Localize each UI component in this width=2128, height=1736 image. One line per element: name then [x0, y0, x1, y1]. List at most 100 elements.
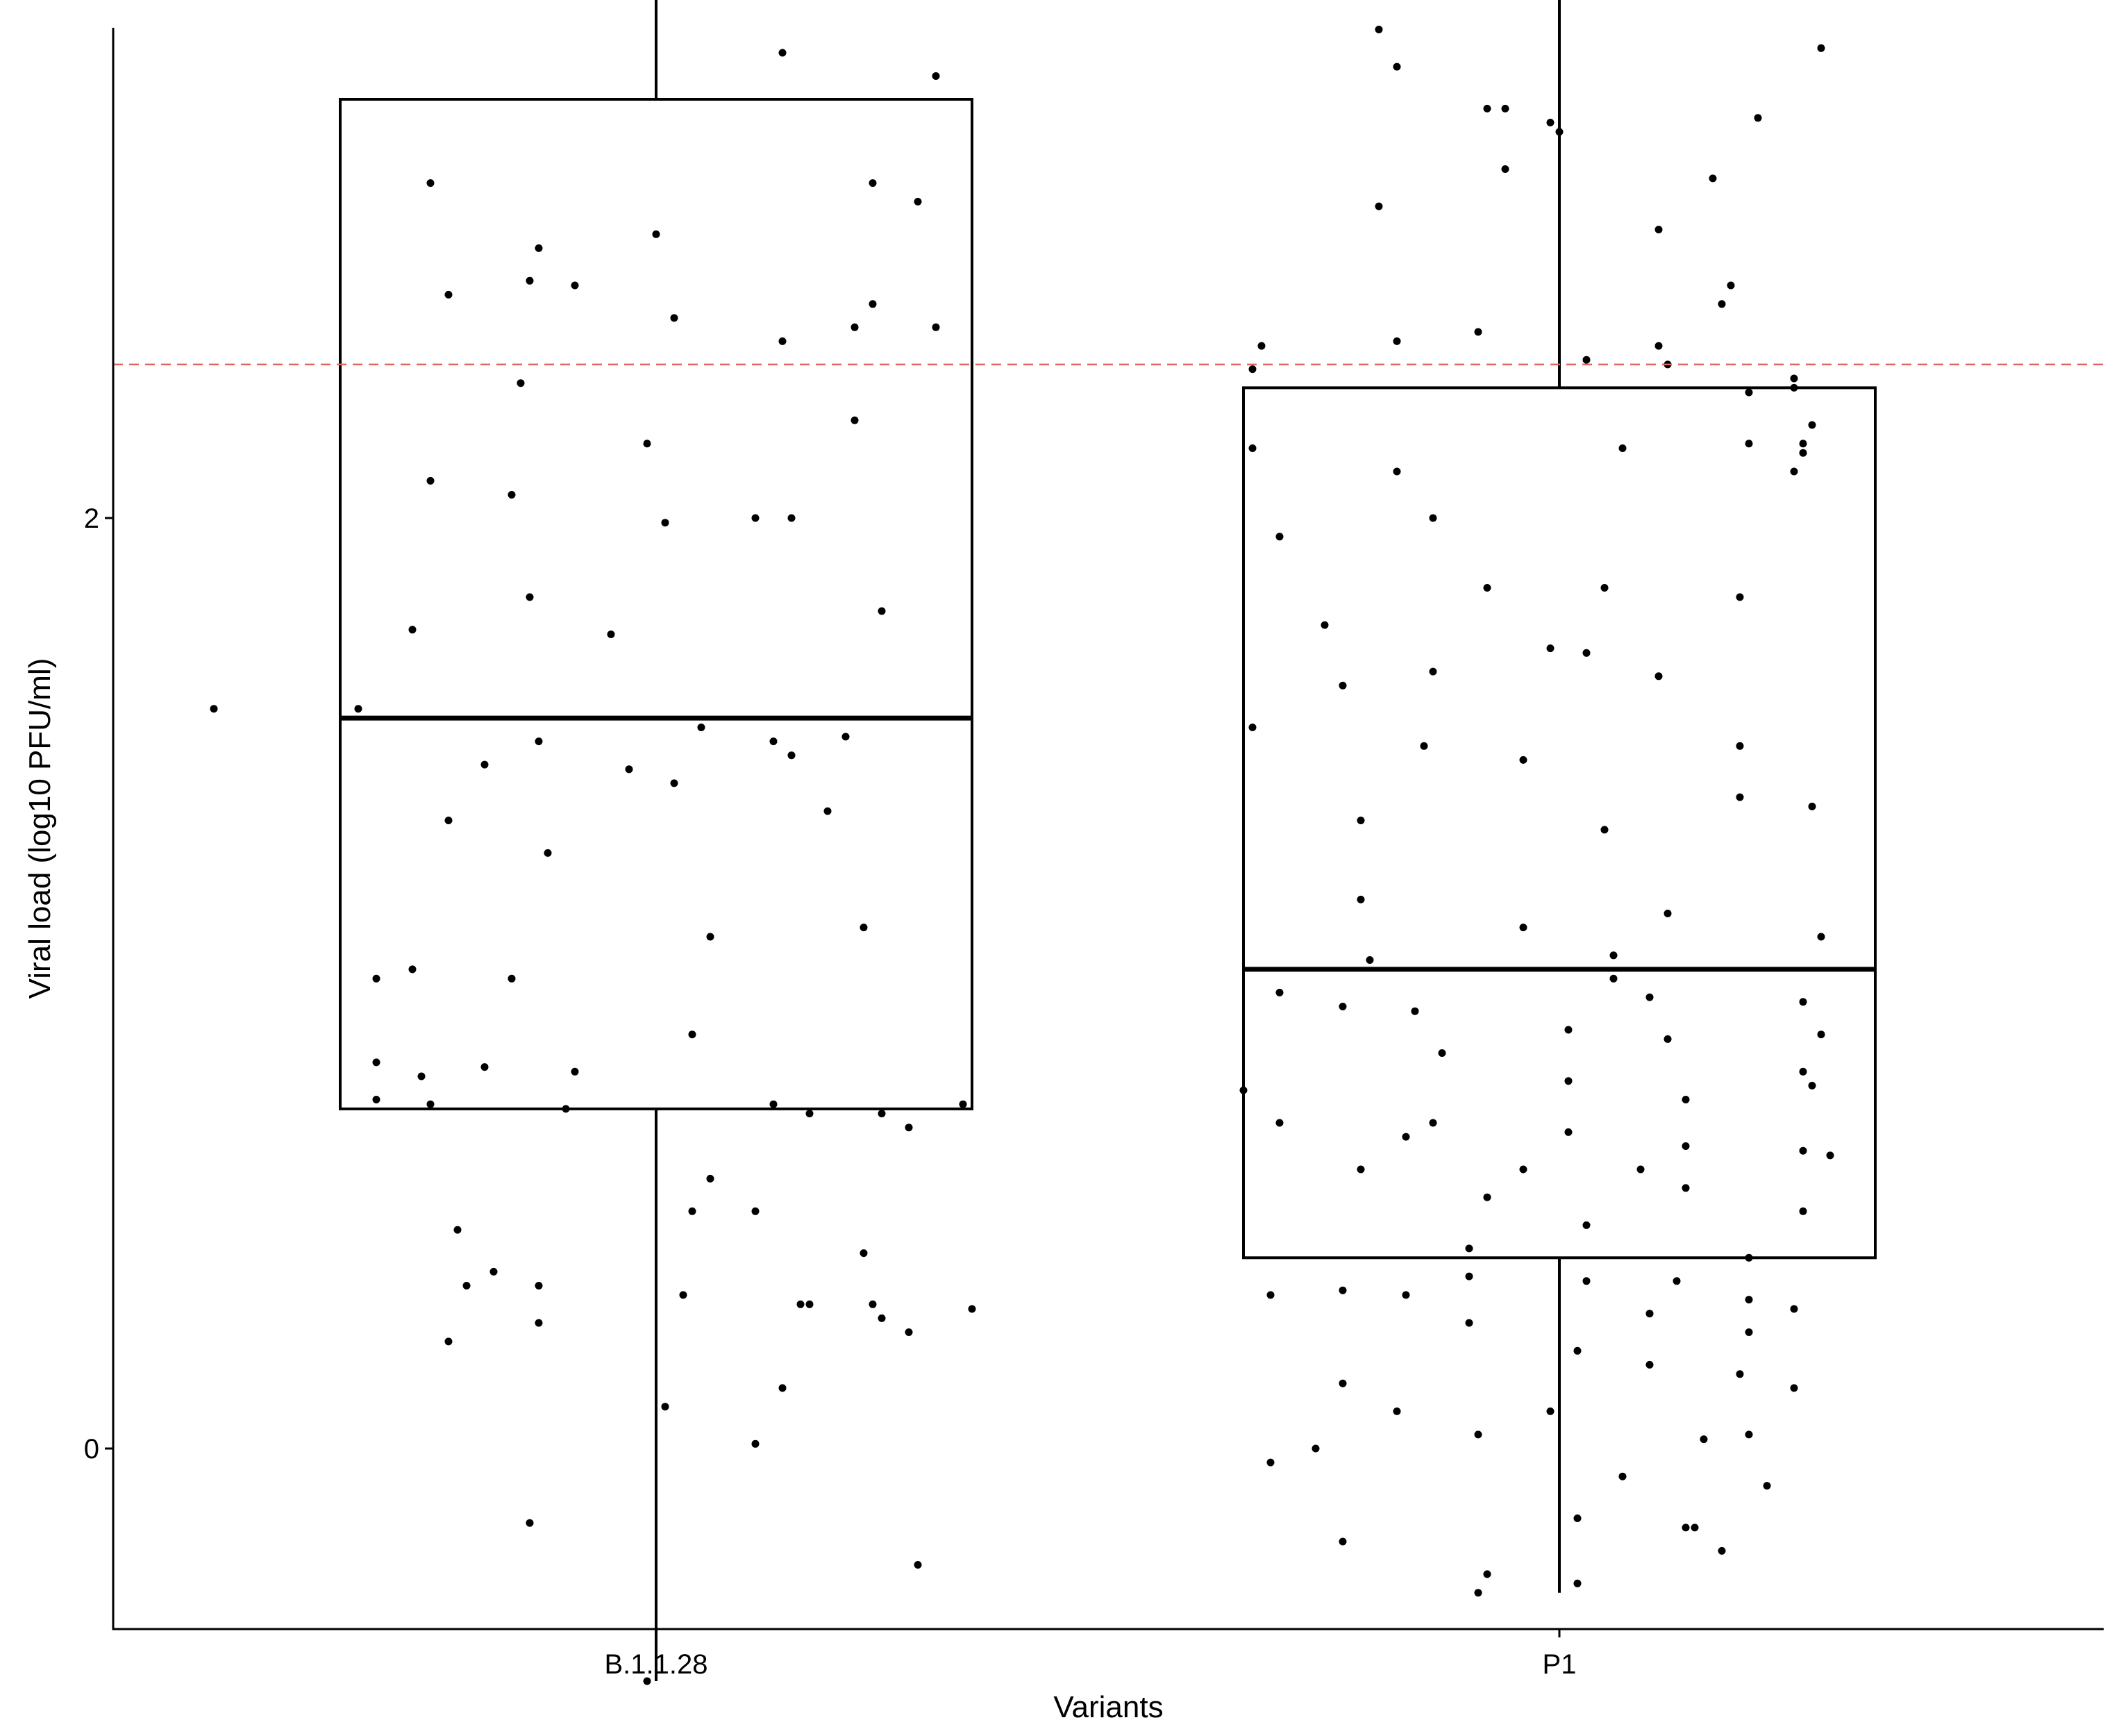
data-point	[1654, 342, 1663, 350]
data-point	[1483, 1193, 1491, 1201]
data-point	[1483, 104, 1491, 112]
data-point	[210, 705, 218, 713]
data-point	[1645, 1360, 1654, 1369]
data-point	[1555, 128, 1564, 136]
data-point	[1682, 1096, 1690, 1103]
data-point	[535, 1319, 543, 1327]
data-point	[1357, 1165, 1365, 1174]
data-point	[643, 440, 651, 448]
data-point	[697, 724, 705, 731]
data-point	[1483, 584, 1491, 592]
data-point	[535, 737, 543, 746]
data-point	[670, 779, 678, 787]
data-point	[607, 631, 615, 638]
data-point	[796, 1300, 805, 1308]
data-point	[1609, 974, 1618, 983]
data-point	[1339, 1537, 1347, 1546]
data-point	[706, 1174, 714, 1183]
data-point	[869, 179, 877, 187]
data-point	[679, 1291, 687, 1299]
data-point	[787, 514, 796, 522]
data-point	[860, 1249, 868, 1258]
data-point	[1429, 667, 1437, 676]
data-point	[652, 230, 660, 238]
data-point	[851, 416, 859, 424]
data-point	[1817, 933, 1825, 941]
data-point	[1654, 226, 1663, 234]
data-point	[1501, 165, 1509, 173]
data-point	[805, 1110, 814, 1118]
data-point	[968, 1305, 976, 1313]
data-point	[1438, 1049, 1446, 1057]
data-point	[1808, 802, 1816, 810]
data-point	[1799, 449, 1807, 457]
boxplot-P1	[1242, 0, 1877, 1593]
data-point	[1799, 1207, 1807, 1215]
data-point	[869, 300, 877, 308]
data-point	[1465, 1319, 1473, 1327]
data-point	[823, 807, 832, 815]
data-point	[526, 1519, 534, 1527]
data-point	[1709, 174, 1717, 183]
data-point	[769, 737, 778, 746]
data-point	[1546, 119, 1555, 126]
data-point	[1393, 1407, 1401, 1415]
data-point	[1745, 440, 1753, 448]
data-point	[1673, 1277, 1681, 1285]
data-point	[1564, 1128, 1573, 1136]
box-iqr	[339, 98, 973, 1110]
data-point	[751, 514, 760, 522]
data-point	[1790, 1305, 1798, 1313]
data-point	[878, 1314, 886, 1322]
data-point	[1275, 533, 1284, 541]
data-point	[453, 1226, 462, 1234]
data-point	[778, 49, 787, 57]
data-point	[1691, 1524, 1699, 1532]
data-point	[1682, 1524, 1690, 1532]
data-point	[1618, 444, 1627, 452]
data-point	[670, 314, 678, 322]
data-point	[1321, 621, 1329, 629]
data-point	[1736, 742, 1744, 750]
data-point	[959, 1100, 967, 1108]
data-point	[1546, 644, 1555, 653]
data-point	[480, 1063, 489, 1071]
data-point	[1817, 44, 1825, 52]
data-point	[1248, 724, 1257, 731]
data-point	[1393, 337, 1401, 345]
data-point	[408, 626, 417, 634]
data-point	[805, 1300, 814, 1308]
data-point	[1483, 1570, 1491, 1578]
data-point	[661, 1403, 669, 1411]
x-tick-label: B.1.1.28	[604, 1649, 707, 1680]
data-point	[1718, 1546, 1726, 1555]
data-point	[1573, 1514, 1582, 1522]
data-point	[778, 1384, 787, 1392]
data-point	[1375, 202, 1383, 210]
data-point	[1600, 826, 1609, 834]
data-point	[643, 1677, 651, 1685]
data-point	[1402, 1133, 1410, 1141]
data-point	[1474, 1430, 1482, 1439]
data-point	[1573, 1346, 1582, 1355]
data-point	[1582, 1221, 1591, 1229]
data-point	[517, 379, 525, 387]
data-point	[1366, 956, 1374, 964]
data-point	[1519, 756, 1527, 764]
data-point	[408, 965, 417, 974]
data-point	[1564, 1026, 1573, 1034]
data-point	[1745, 1328, 1753, 1336]
data-point	[1790, 1384, 1798, 1392]
data-point	[1519, 1165, 1527, 1174]
data-point	[1799, 1146, 1807, 1155]
data-point	[1664, 1035, 1672, 1043]
data-point	[1745, 1296, 1753, 1304]
data-point	[1474, 328, 1482, 336]
box-iqr	[1242, 386, 1877, 1260]
data-point	[1564, 1077, 1573, 1085]
data-point	[1339, 681, 1347, 690]
data-point	[444, 290, 453, 299]
data-point	[914, 197, 922, 206]
